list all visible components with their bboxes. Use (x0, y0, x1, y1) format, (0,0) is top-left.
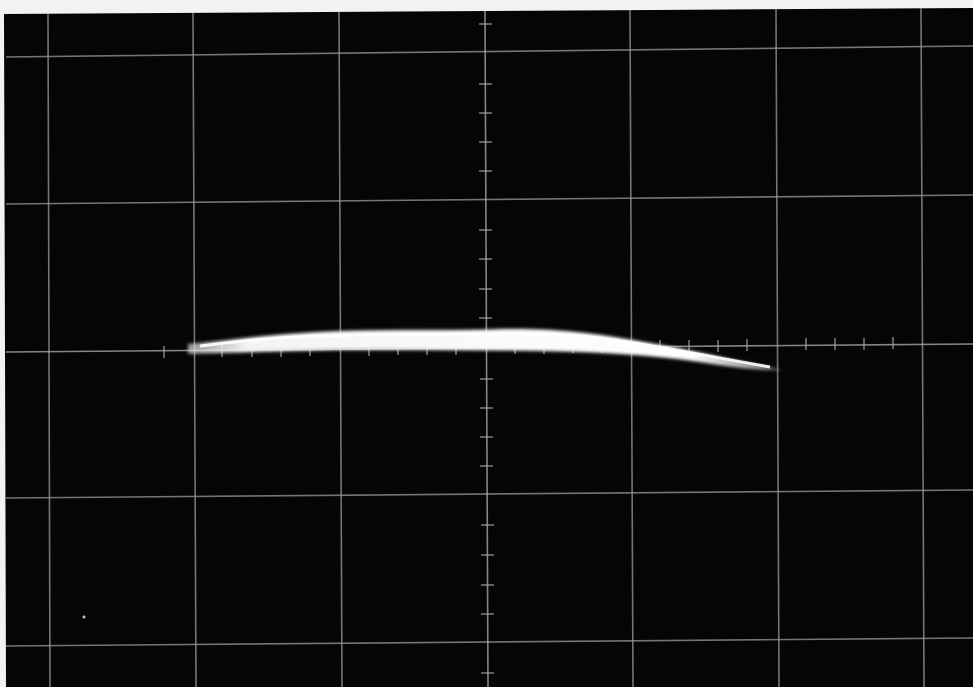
dust-speck (83, 616, 86, 619)
